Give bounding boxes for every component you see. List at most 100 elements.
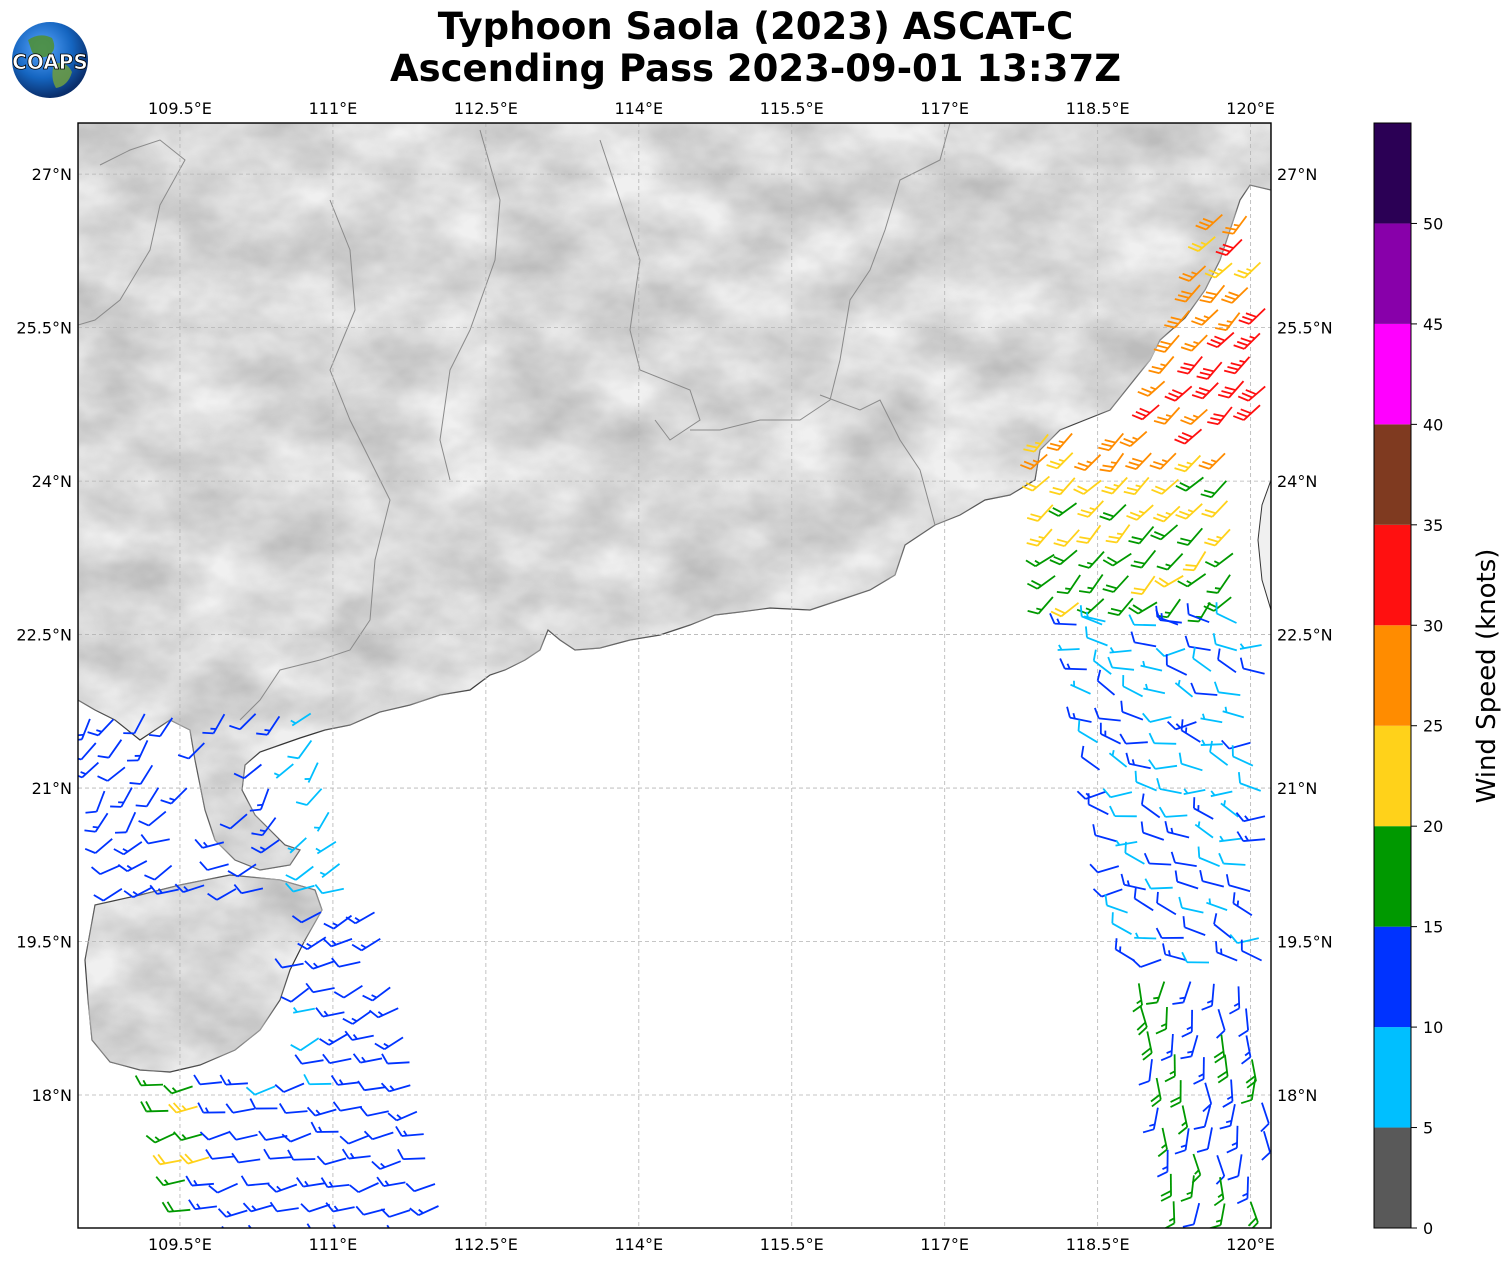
colorbar-bin-5-10 (1374, 1027, 1411, 1128)
wind-barb (1178, 752, 1203, 772)
wind-barb (1206, 331, 1235, 349)
lon-tick-label-bottom: 112.5°E (454, 1235, 518, 1254)
wind-barb (371, 1160, 402, 1170)
lon-tick-label-bottom: 117°E (920, 1235, 969, 1254)
wind-barb (263, 1148, 292, 1160)
wind-barb (1101, 476, 1128, 495)
wind-barb (227, 863, 257, 878)
wind-barb (1191, 382, 1219, 400)
wind-barb (225, 1103, 255, 1114)
wind-barb (322, 1053, 352, 1065)
wind-barb (287, 837, 307, 854)
wind-barb (1155, 1006, 1168, 1035)
wind-barb (179, 1153, 210, 1165)
lon-tick-label-top: 115.5°E (760, 99, 824, 118)
wind-barb (1170, 851, 1197, 867)
wind-barb (333, 984, 363, 999)
wind-barb (152, 1153, 182, 1166)
wind-barb (113, 841, 143, 856)
wind-barb (84, 812, 109, 833)
wind-barb (351, 937, 381, 952)
lat-tick-label-left: 25.5°N (16, 319, 72, 338)
wind-barb (1193, 797, 1214, 820)
colorbar-bin-50-55 (1374, 123, 1411, 224)
wind-barb (295, 788, 323, 806)
wind-barb (1222, 706, 1245, 719)
wind-barb (359, 1106, 389, 1117)
wind-barb (1231, 745, 1254, 767)
wind-barb (1149, 452, 1177, 470)
wind-barb (1125, 752, 1151, 770)
wind-barb (1236, 1176, 1249, 1205)
wind-barb (207, 888, 237, 901)
wind-barb (1053, 529, 1080, 548)
lat-tick-label-right: 19.5°N (1277, 933, 1333, 952)
wind-barb (1155, 927, 1184, 939)
wind-barb (1134, 770, 1157, 792)
wind-barb (405, 1182, 436, 1193)
wind-barb (332, 1101, 363, 1112)
wind-barb (304, 960, 334, 970)
wind-barb (1204, 552, 1234, 568)
wind-barb (1096, 669, 1116, 696)
wind-barb (1079, 605, 1103, 626)
wind-barb (1199, 284, 1226, 304)
wind-barb (1066, 706, 1092, 723)
wind-barb (352, 1053, 383, 1064)
wind-barb (140, 834, 170, 845)
wind-barb (285, 865, 314, 881)
wind-barb (1160, 1033, 1174, 1062)
wind-barb (87, 718, 115, 737)
wind-barb (1150, 524, 1179, 541)
wind-barb (199, 1131, 230, 1141)
wind-barb (363, 1130, 394, 1141)
wind-barb (1196, 1127, 1213, 1153)
lon-tick-label-bottom: 115.5°E (760, 1235, 824, 1254)
wind-barb (1074, 454, 1102, 472)
wind-barb (228, 1130, 258, 1141)
wind-barb (1176, 527, 1203, 546)
wind-barb (1206, 574, 1231, 594)
lon-tick-label-bottom: 118.5°E (1066, 1235, 1130, 1254)
colorbar-tick-label: 25 (1423, 717, 1443, 736)
wind-barb (1122, 675, 1144, 698)
wind-barb (1107, 597, 1134, 617)
wind-barb (1156, 1149, 1169, 1178)
wind-barb (1134, 932, 1157, 940)
wind-barb (1156, 778, 1182, 795)
wind-barb (1050, 602, 1080, 618)
wind-barb (287, 1149, 316, 1161)
wind-barb (1142, 1107, 1159, 1134)
wind-barb (1152, 505, 1181, 523)
wind-barb (409, 1205, 439, 1217)
wind-barb (285, 882, 315, 893)
wind-barb (1020, 453, 1048, 470)
wind-barb (134, 1075, 164, 1087)
wind-barb (1114, 938, 1135, 962)
wind-barb (1142, 712, 1172, 723)
lat-tick-label-right: 25.5°N (1277, 319, 1333, 338)
colorbar-bin-10-15 (1374, 926, 1411, 1028)
wind-barb (1187, 236, 1216, 252)
wind-barb (240, 1175, 270, 1187)
wind-barb (291, 911, 322, 924)
wind-barb (1190, 682, 1218, 696)
colorbar-bin-25-30 (1374, 625, 1411, 726)
wind-barb (1109, 805, 1137, 818)
wind-barb (90, 864, 121, 876)
wind-barb (1191, 309, 1219, 326)
wind-barb (251, 817, 277, 837)
wind-barb (123, 713, 146, 735)
wind-barb (1080, 745, 1101, 771)
wind-barb (1150, 1077, 1162, 1108)
wind-barb (314, 811, 330, 832)
colorbar-bin-40-45 (1374, 323, 1411, 425)
wind-barb (1207, 406, 1233, 426)
wind-barb (274, 1082, 305, 1093)
wind-barb (331, 957, 361, 968)
wind-barb (1198, 452, 1226, 470)
wind-barb (1107, 656, 1135, 671)
wind-barb (193, 1074, 222, 1086)
wind-barb (1209, 740, 1229, 766)
